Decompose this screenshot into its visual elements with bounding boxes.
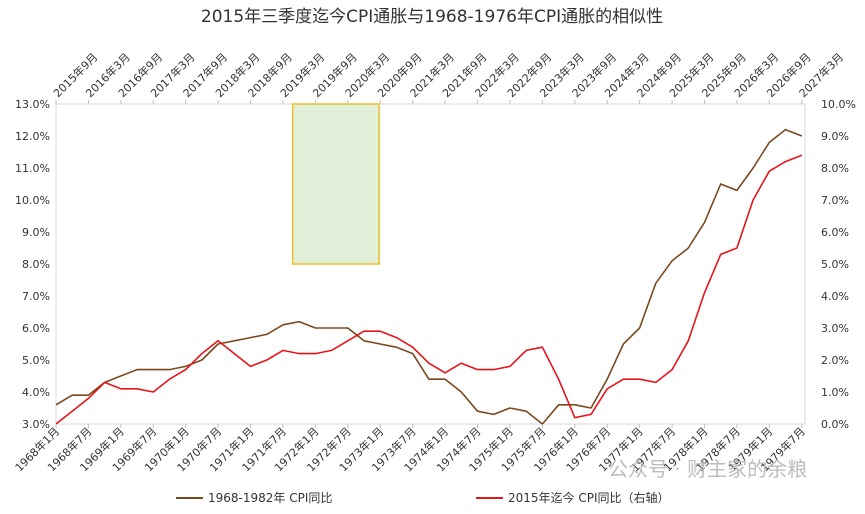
- legend-label-1968: 1968-1982年 CPI同比: [208, 491, 332, 505]
- y-axis-right: 0.0% 1.0% 2.0% 3.0% 4.0% 5.0% 6.0% 7.0% 8.0% 9.0%…: [821, 98, 856, 431]
- y-left-tick-label: 4.0%: [22, 386, 50, 399]
- legend: 1968-1982年 CPI同比 2015年迄今 CPI同比（右轴）: [176, 490, 670, 505]
- y-left-tick-label: 7.0%: [22, 290, 50, 303]
- chart-title: 2015年三季度迄今CPI通胀与1968-1976年CPI通胀的相似性: [201, 7, 663, 27]
- plot-area: [55, 103, 806, 425]
- series-layer: [55, 128, 803, 425]
- y-left-tick-label: 6.0%: [22, 322, 50, 335]
- highlight-region: [291, 103, 380, 265]
- series-line-1968: [55, 128, 803, 425]
- y-left-tick-label: 3.0%: [22, 418, 50, 431]
- y-right-tick-label: 7.0%: [821, 194, 849, 207]
- y-right-tick-label: 10.0%: [821, 98, 856, 111]
- y-left-tick-label: 10.0%: [15, 194, 50, 207]
- highlight-box: [291, 103, 380, 265]
- y-left-tick-label: 8.0%: [22, 258, 50, 271]
- series-line-2015: [55, 154, 803, 425]
- y-right-tick-label: 1.0%: [821, 386, 849, 399]
- watermark: 公众号 · 财主家的余粮: [608, 457, 807, 481]
- y-right-tick-label: 6.0%: [821, 226, 849, 239]
- y-left-tick-label: 9.0%: [22, 226, 50, 239]
- y-right-tick-label: 3.0%: [821, 322, 849, 335]
- y-right-tick-label: 0.0%: [821, 418, 849, 431]
- y-left-tick-label: 13.0%: [15, 98, 50, 111]
- y-right-tick-label: 9.0%: [821, 130, 849, 143]
- y-left-tick-label: 12.0%: [15, 130, 50, 143]
- y-left-tick-label: 11.0%: [15, 162, 50, 175]
- y-right-tick-label: 4.0%: [821, 290, 849, 303]
- y-left-tick-label: 5.0%: [22, 354, 50, 367]
- y-right-tick-label: 2.0%: [821, 354, 849, 367]
- y-right-tick-label: 5.0%: [821, 258, 849, 271]
- x-axis-top: 2015年9月2016年3月2016年9月2017年3月2017年9月2018年…: [50, 50, 846, 104]
- y-axis-left: 3.0% 4.0% 5.0% 6.0% 7.0% 8.0% 9.0% 10.0% 11.0% 12…: [15, 98, 50, 431]
- y-right-tick-label: 8.0%: [821, 162, 849, 175]
- plot-border: [55, 103, 806, 425]
- legend-label-2015: 2015年迄今 CPI同比（右轴）: [508, 490, 670, 505]
